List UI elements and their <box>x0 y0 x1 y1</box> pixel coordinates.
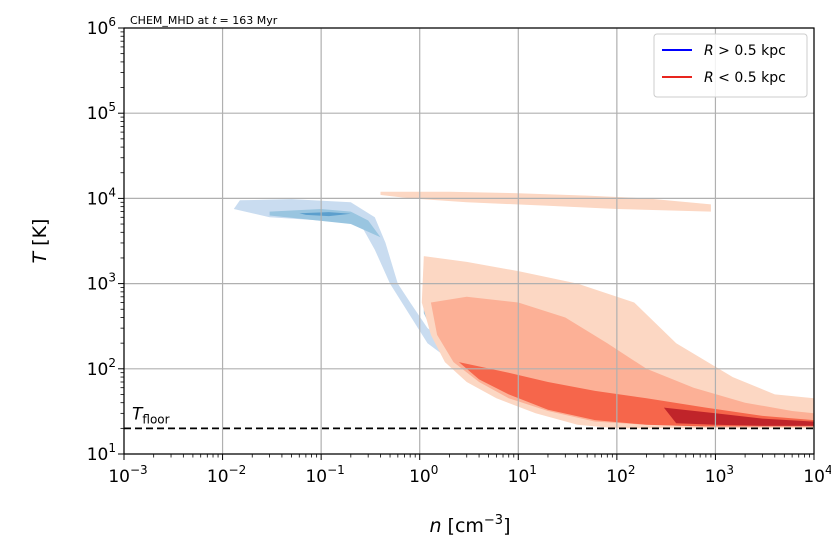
legend-label-outer: R > 0.5 kpc <box>704 43 786 59</box>
x-tick-exp: −3 <box>130 463 148 477</box>
legend-box <box>653 33 808 98</box>
x-tick-label: 101 <box>508 463 537 487</box>
x-tick-label: 10−3 <box>108 463 147 487</box>
legend-var-outer: R <box>704 43 714 59</box>
x-axis-tick-labels: 10−3 10−2 10−1 100 101 102 103 104 <box>108 463 831 487</box>
y-tick-exp: 4 <box>108 185 116 199</box>
x-tick-base: 10 <box>705 467 727 487</box>
x-tick-label: 103 <box>705 463 734 487</box>
y-tick-label: 105 <box>87 100 116 124</box>
contour-level-1-4 <box>663 407 814 426</box>
x-label-unit: [cm <box>448 515 484 537</box>
y-tick-label: 102 <box>87 356 116 380</box>
y-tick-base: 10 <box>87 445 109 465</box>
floor-label-sub: floor <box>142 412 169 426</box>
y-tick-base: 10 <box>87 189 109 209</box>
x-tick-exp: 1 <box>529 463 537 477</box>
x-label-var: n <box>429 515 441 537</box>
y-tick-exp: 6 <box>108 15 116 29</box>
x-tick-exp: 2 <box>628 463 636 477</box>
x-tick-base: 10 <box>606 467 628 487</box>
y-tick-label: 103 <box>87 271 116 295</box>
x-tick-base: 10 <box>508 467 530 487</box>
floor-label: Tfloor <box>132 404 170 426</box>
legend-var-inner: R <box>704 70 714 86</box>
x-tick-exp: 4 <box>825 463 831 477</box>
x-tick-exp: −1 <box>327 463 345 477</box>
x-tick-label: 100 <box>409 463 438 487</box>
plot-frame <box>123 27 815 455</box>
x-label-unit-exp: −3 <box>484 513 503 528</box>
contour-level-0-4 <box>299 212 351 217</box>
x-axis-ticks <box>123 454 815 460</box>
y-tick-base: 10 <box>87 19 109 39</box>
contour-level-1-0 <box>380 191 711 212</box>
x-tick-base: 10 <box>108 467 130 487</box>
y-tick-exp: 3 <box>108 271 116 285</box>
x-axis-label: n [cm−3] <box>429 513 510 537</box>
x-tick-exp: 0 <box>431 463 439 477</box>
y-tick-exp: 2 <box>108 356 116 370</box>
x-tick-label: 10−1 <box>305 463 344 487</box>
y-tick-label: 106 <box>87 15 116 39</box>
legend: R > 0.5 kpc R < 0.5 kpc <box>653 33 808 98</box>
floor-label-base: T <box>132 404 144 424</box>
x-tick-base: 10 <box>207 467 229 487</box>
annotation-time-value: = 163 Myr <box>220 14 278 27</box>
annotation-prefix: CHEM_MHD at <box>130 14 212 27</box>
x-tick-exp: −2 <box>229 463 247 477</box>
legend-label-inner: R < 0.5 kpc <box>704 70 786 86</box>
x-tick-label: 104 <box>803 463 831 487</box>
y-axis-ticks <box>118 27 124 455</box>
x-tick-label: 10−2 <box>207 463 246 487</box>
x-tick-base: 10 <box>305 467 327 487</box>
y-label-unit: [K] <box>29 219 51 246</box>
legend-rest-inner: < 0.5 kpc <box>714 70 786 86</box>
contour-layer <box>233 191 814 429</box>
x-label-unit-close: ] <box>503 515 510 537</box>
x-tick-base: 10 <box>803 467 825 487</box>
y-label-var: T <box>29 250 51 263</box>
annotation-time-var: t <box>212 14 217 27</box>
y-tick-label: 104 <box>87 185 116 209</box>
y-tick-base: 10 <box>87 104 109 124</box>
y-tick-exp: 5 <box>108 100 116 114</box>
y-tick-exp: 1 <box>108 441 116 455</box>
time-annotation: CHEM_MHD at t = 163 Myr <box>130 14 278 27</box>
y-tick-label: 101 <box>87 441 116 465</box>
y-tick-base: 10 <box>87 275 109 295</box>
x-tick-label: 102 <box>606 463 635 487</box>
y-tick-base: 10 <box>87 360 109 380</box>
contour-level-0-1 <box>269 209 381 238</box>
x-tick-exp: 3 <box>726 463 734 477</box>
x-tick-base: 10 <box>409 467 431 487</box>
legend-rest-outer: > 0.5 kpc <box>714 43 786 59</box>
y-axis-label: T [K] <box>29 219 51 264</box>
